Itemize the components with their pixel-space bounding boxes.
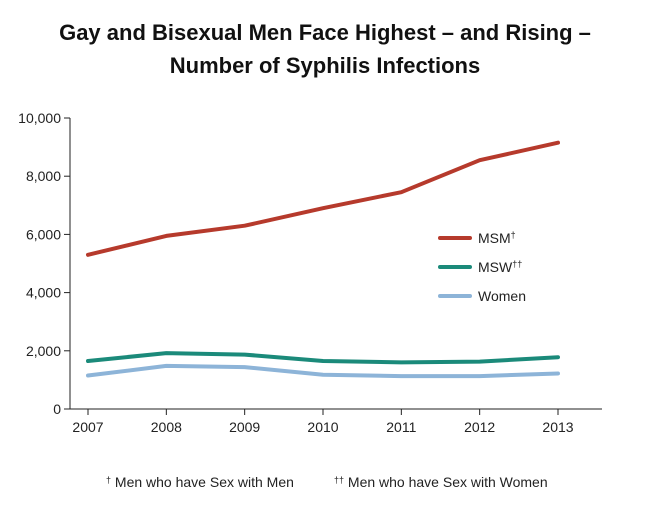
series-layer [86,140,560,379]
data-point-msm [86,253,90,257]
legend-name-women: Women [478,288,526,304]
y-tick-label: 10,000 [18,110,61,126]
x-tick-label: 2011 [386,419,416,435]
y-tick-label: 2,000 [26,343,61,359]
x-tick-label: 2013 [542,419,573,435]
legend-name-msw: MSW [478,259,513,275]
data-point-msm [321,206,325,210]
x-tick-label: 2012 [464,419,495,435]
legend-label-msm: MSM† [478,230,516,246]
footnote-msw: †† Men who have Sex with Women [334,474,548,490]
data-point-women [164,364,168,368]
data-point-msw [243,352,247,357]
data-point-women [556,371,560,376]
chart-title-line2: Number of Syphilis Infections [169,53,481,78]
x-tick-label: 2010 [307,419,338,435]
legend-name-msm: MSM [478,230,511,246]
axes: 0 2,000 4,000 6,000 8,000 10,000 2007 2008 2009 2… [18,110,602,435]
data-point-msw [556,355,560,359]
x-tick-label: 2007 [72,419,103,435]
footnote-msm-text: Men who have Sex with Men [114,474,294,490]
data-point-msm [478,158,482,162]
data-point-msw [478,359,482,364]
data-point-msw [321,359,325,363]
data-point-women [478,374,482,378]
y-tick-label: 6,000 [26,226,61,242]
data-point-msm [399,190,403,194]
x-tick-label: 2009 [229,419,260,435]
data-point-women [399,374,403,378]
y-tick-label: 8,000 [26,168,61,184]
data-point-msm [164,234,168,238]
y-tick-label: 0 [53,401,61,417]
x-tick-label: 2008 [151,419,182,435]
y-tick-label: 4,000 [26,285,61,301]
footnote-msm: † Men who have Sex with Men [106,474,294,490]
legend: MSM† MSW†† Women [438,230,526,304]
footnote-msm-mark: † [106,475,112,485]
data-point-msw [86,359,90,363]
footnote-msw-text: Men who have Sex with Women [347,474,548,490]
data-point-msm [556,141,560,145]
legend-label-msw: MSW†† [478,259,522,275]
chart-title: Gay and Bisexual Men Face Highest – and … [59,20,591,45]
legend-mark-msm: † [511,230,516,240]
data-point-women [243,365,247,369]
data-point-women [86,373,90,378]
legend-label-women: Women [478,288,526,304]
footnote-msw-mark: †† [334,475,345,485]
data-point-msm [243,224,247,228]
data-point-msw [399,360,403,365]
legend-mark-msw: †† [512,259,522,269]
data-point-women [321,373,325,377]
data-point-msw [164,351,168,355]
